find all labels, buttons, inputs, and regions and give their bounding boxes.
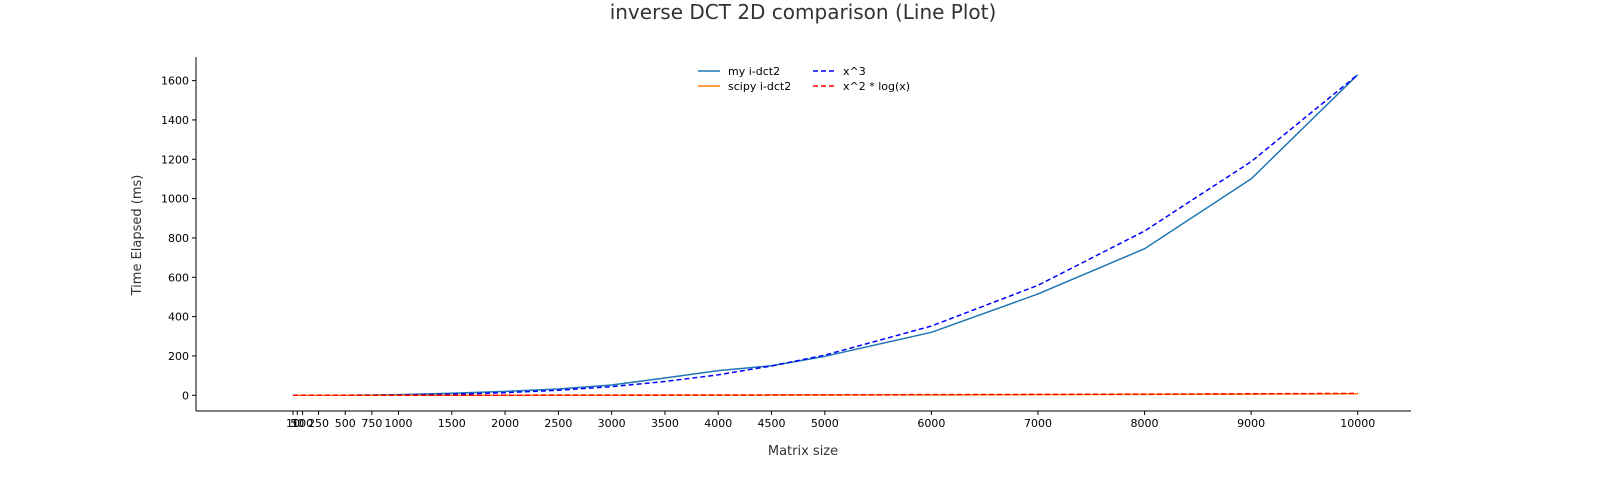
y-tick-label: 0 xyxy=(182,389,189,402)
x-tick-label: 10000 xyxy=(1340,417,1375,430)
x-tick-label: 2000 xyxy=(491,417,519,430)
y-tick-label: 1600 xyxy=(161,75,189,88)
x-tick-label: 1500 xyxy=(438,417,466,430)
x-tick-label: 100 xyxy=(292,417,313,430)
axes xyxy=(195,57,1411,412)
x-tick-label: 3000 xyxy=(598,417,626,430)
x-tick-label: 6000 xyxy=(917,417,945,430)
legend-label: x^3 xyxy=(843,65,866,78)
y-tick-label: 200 xyxy=(168,350,189,363)
legend: my i-dct2 scipy i-dct2 x^3 x^2 * log(x) xyxy=(698,65,910,93)
y-tick-label: 1000 xyxy=(161,193,189,206)
x-axis-label: Matrix size xyxy=(768,444,838,459)
series-line-1 xyxy=(292,74,1359,397)
x-tick-label: 7000 xyxy=(1024,417,1052,430)
x-tick-label: 2500 xyxy=(544,417,572,430)
x-tick-label: 1000 xyxy=(385,417,413,430)
legend-label: my i-dct2 xyxy=(728,65,780,78)
x-tick-label: 9000 xyxy=(1237,417,1265,430)
x-tick-label: 4000 xyxy=(704,417,732,430)
x-tick-label: 8000 xyxy=(1131,417,1159,430)
y-tick-label: 800 xyxy=(168,232,189,245)
x-tick-label: 50 xyxy=(290,417,304,430)
legend-label: scipy i-dct2 xyxy=(728,80,791,93)
y-axis-label: Time Elapsed (ms) xyxy=(130,175,145,297)
x-tick-label: 4500 xyxy=(758,417,786,430)
x-tick-label: 10 xyxy=(286,417,300,430)
x-tick-label: 250 xyxy=(308,417,329,430)
y-tick-label: 600 xyxy=(168,271,189,284)
x-tick-label: 750 xyxy=(361,417,382,430)
x-tick-label: 3500 xyxy=(651,417,679,430)
x-tick-label: 500 xyxy=(335,417,356,430)
legend-label: x^2 * log(x) xyxy=(843,80,910,93)
y-tick-label: 400 xyxy=(168,311,189,324)
x-tick-label: 5000 xyxy=(811,417,839,430)
y-ticks: 0 200 400 600 800 1000 1200 1400 1600 xyxy=(161,75,196,402)
series-line-3 xyxy=(292,74,1359,397)
series-layer xyxy=(292,74,1359,397)
chart-title: inverse DCT 2D comparison (Line Plot) xyxy=(610,0,997,24)
y-tick-label: 1400 xyxy=(161,114,189,127)
series-line-4 xyxy=(292,392,1358,397)
y-tick-label: 1200 xyxy=(161,153,189,166)
